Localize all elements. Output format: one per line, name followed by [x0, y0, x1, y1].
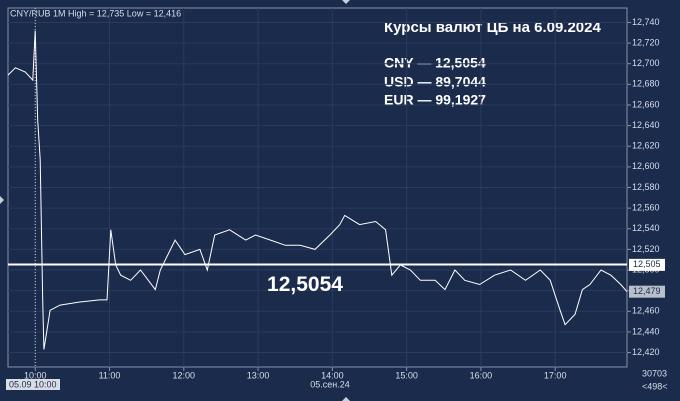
y-tick-label: 12,460: [632, 306, 660, 316]
y-tick-label: 12,600: [632, 161, 660, 171]
price-tag-label: 12,479: [633, 286, 661, 296]
price-tag: [629, 258, 665, 271]
x-tick-label: 11:00: [99, 370, 121, 380]
cursor-box: [6, 379, 60, 390]
y-tick-label: 12,520: [632, 244, 660, 254]
chart-subtitle: CNY/RUB 1M High = 12,735 Low = 12,416: [10, 8, 181, 18]
price-tag: [629, 285, 665, 298]
annotation: EUR — 99,1927: [384, 92, 486, 108]
cursor-label: 05.09 10:00: [9, 379, 57, 389]
x-tick-label: 13:00: [247, 370, 270, 380]
price-tag-label: 12,505: [633, 259, 661, 269]
y-tick-label: 12,660: [632, 99, 660, 109]
y-tick-label: 12,560: [632, 203, 660, 213]
x-tick-label: 15:00: [395, 370, 418, 380]
y-tick-label: 12,740: [632, 17, 660, 27]
chart-title: Курсы валют ЦБ на 6.09.2024: [384, 19, 601, 36]
y-tick-label: 12,700: [632, 58, 660, 68]
price-line: [7, 30, 628, 350]
y-tick-label: 12,680: [632, 79, 660, 89]
x-tick-label: 16:00: [470, 370, 493, 380]
x-tick-label: 17:00: [544, 370, 567, 380]
footer: <498<: [642, 381, 668, 391]
x-tick-label: 12:00: [173, 370, 196, 380]
x-axis-label: 05.сен.24: [310, 379, 350, 389]
y-tick-label: 12,620: [632, 141, 660, 151]
footer: 30703: [642, 368, 667, 378]
x-tick-label: 14:00: [321, 370, 344, 380]
y-tick-label: 12,440: [632, 326, 660, 336]
annotation: CNY — 12,5054: [384, 55, 486, 71]
annotation: USD — 89,7044: [384, 74, 486, 90]
y-tick-label: 12,580: [632, 182, 660, 192]
y-tick-label: 12,420: [632, 347, 660, 357]
x-tick-label: 10:00: [24, 370, 47, 380]
y-tick-label: 12,720: [632, 37, 660, 47]
y-tick-label: 12,540: [632, 223, 660, 233]
y-tick-label: 12,640: [632, 120, 660, 130]
reference-label: 12,5054: [267, 273, 343, 296]
